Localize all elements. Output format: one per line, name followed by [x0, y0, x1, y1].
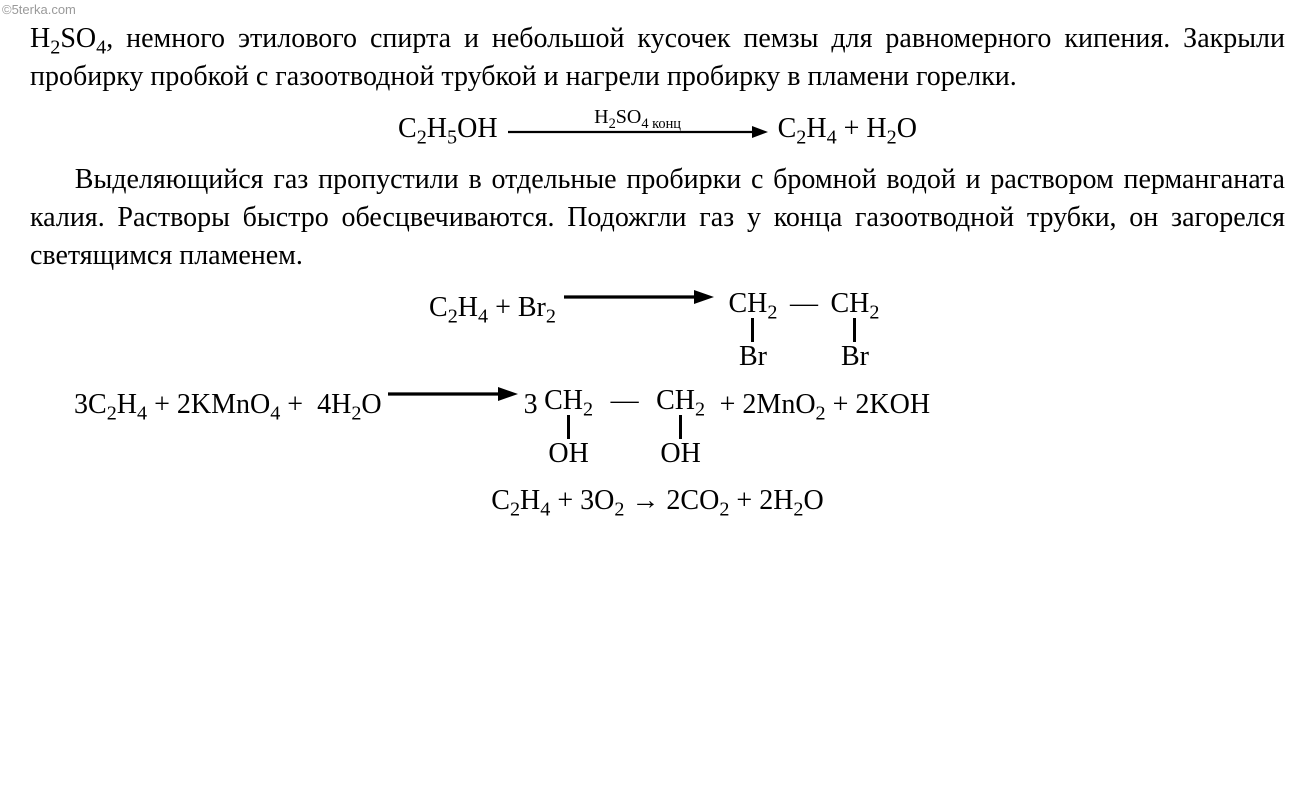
eq3-arrow-icon	[386, 386, 520, 402]
arrow-long-icon	[508, 125, 768, 139]
eq2-s1: Br	[722, 342, 784, 371]
page-content: H2SO4, немного этилового спирта и неболь…	[30, 20, 1285, 534]
watermark: ©5terka.com	[2, 2, 76, 17]
eq1-rhs: C2H4 + H2O	[774, 110, 921, 148]
eq3-s1: OH	[538, 439, 600, 468]
eq1-arrow-label: H2SO4 конц	[594, 107, 681, 127]
eq3-g2: CH2	[650, 386, 712, 415]
equation-1: C2H5OH H2SO4 конц C2H4 + H2O	[30, 110, 1285, 148]
eq1-lhs: C2H5OH	[394, 110, 502, 148]
eq1-arrow: H2SO4 конц	[502, 107, 774, 139]
equation-4: C2H4 + 3O2 → 2CO2 + 2H2O	[30, 482, 1285, 520]
eq3-pre: 3	[520, 386, 538, 424]
paragraph-1: H2SO4, немного этилового спирта и неболь…	[30, 20, 1285, 96]
paragraph-2: Выделяющийся газ пропустили в отдельные …	[30, 161, 1285, 274]
eq2-product: CH2 — CH2 Br Br	[718, 289, 890, 372]
eq2-g2: CH2	[824, 289, 886, 318]
eq4-text: C2H4 + 3O2 → 2CO2 + 2H2O	[487, 482, 827, 520]
eq3-bond-dash: —	[600, 386, 650, 415]
eq3-g1: CH2	[538, 386, 600, 415]
eq3-lhs: 3C2H4 + 2KMnO4 + 4H2O	[70, 386, 386, 424]
eq3-s2: OH	[650, 439, 712, 468]
eq2-g1: CH2	[722, 289, 784, 318]
eq2-lhs: C2H4 + Br2	[425, 289, 560, 327]
eq3-product: CH2 — CH2 OH OH	[538, 386, 716, 469]
eq2-bond-dash: —	[784, 289, 824, 318]
equation-3: 3C2H4 + 2KMnO4 + 4H2O 3 CH2 — CH2 OH	[30, 386, 1285, 469]
eq2-arrow-icon	[560, 289, 718, 305]
equation-2: C2H4 + Br2 CH2 — CH2 Br Br	[30, 289, 1285, 372]
eq2-s2: Br	[824, 342, 886, 371]
eq3-tail: + 2MnO2 + 2KOH	[716, 386, 934, 424]
